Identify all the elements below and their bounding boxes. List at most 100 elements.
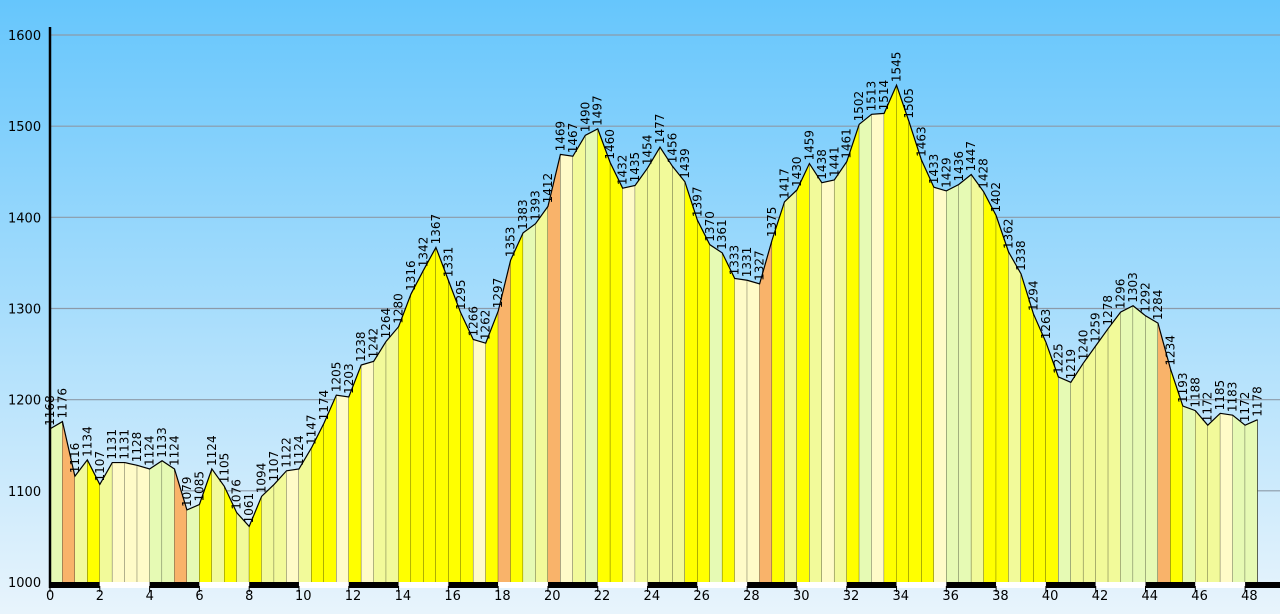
profile-segments bbox=[50, 85, 1258, 583]
elevation-label: 1316 bbox=[404, 260, 418, 291]
elevation-label: 1430 bbox=[790, 156, 804, 187]
x-tick-label: 40 bbox=[1042, 589, 1059, 604]
y-tick-label: 1300 bbox=[8, 303, 41, 318]
x-tick-label: 10 bbox=[295, 589, 312, 604]
profile-segment bbox=[747, 280, 760, 582]
profile-segment bbox=[1058, 376, 1071, 582]
elevation-label: 1433 bbox=[927, 154, 941, 185]
profile-segment bbox=[224, 486, 237, 582]
distance-bar-block bbox=[448, 582, 499, 588]
elevation-label: 1203 bbox=[342, 363, 356, 394]
elevation-label: 1402 bbox=[989, 182, 1003, 213]
profile-segment bbox=[821, 179, 835, 582]
elevation-label: 1147 bbox=[304, 414, 318, 445]
elevation-label: 1412 bbox=[541, 173, 555, 204]
profile-segment bbox=[1220, 413, 1233, 582]
elevation-label: 1133 bbox=[155, 427, 169, 458]
elevation-label: 1168 bbox=[43, 395, 57, 426]
elevation-label: 1124 bbox=[167, 435, 181, 466]
elevation-label: 1435 bbox=[628, 152, 642, 183]
elevation-label: 1447 bbox=[964, 141, 978, 172]
profile-segment bbox=[871, 113, 885, 583]
elevation-label: 1292 bbox=[1139, 282, 1153, 313]
elevation-label: 1183 bbox=[1226, 382, 1240, 413]
profile-segment bbox=[772, 201, 785, 582]
elevation-label: 1280 bbox=[392, 293, 406, 324]
y-tick-label: 1500 bbox=[8, 120, 41, 135]
elevation-label: 1459 bbox=[802, 130, 816, 161]
x-tick-label: 30 bbox=[793, 589, 810, 604]
profile-segment bbox=[971, 174, 984, 583]
elevation-label: 1259 bbox=[1089, 312, 1103, 343]
profile-segment bbox=[498, 260, 511, 582]
profile-segment bbox=[448, 280, 461, 582]
elevation-label: 1514 bbox=[877, 80, 891, 111]
elevation-label: 1432 bbox=[616, 155, 630, 186]
x-tick-label: 12 bbox=[345, 589, 362, 604]
distance-bar-block bbox=[597, 582, 648, 588]
profile-segment bbox=[311, 423, 324, 582]
x-tick-label: 44 bbox=[1142, 589, 1159, 604]
profile-segment bbox=[137, 465, 150, 582]
x-tick-label: 48 bbox=[1241, 589, 1258, 604]
distance-bar-block bbox=[946, 582, 997, 588]
elevation-label: 1456 bbox=[665, 133, 679, 164]
profile-segment bbox=[162, 460, 175, 582]
elevation-label: 1477 bbox=[653, 114, 667, 145]
profile-segment bbox=[684, 181, 698, 583]
distance-bar-block bbox=[348, 582, 399, 588]
profile-segment bbox=[99, 462, 113, 582]
profile-segment bbox=[697, 220, 710, 582]
elevation-label: 1296 bbox=[1114, 279, 1128, 310]
profile-segment bbox=[74, 459, 88, 582]
profile-segment bbox=[323, 395, 337, 582]
elevation-label: 1297 bbox=[491, 278, 505, 309]
profile-segment bbox=[50, 421, 63, 582]
profile-segment bbox=[386, 326, 399, 582]
profile-segment bbox=[809, 163, 822, 583]
elevation-label: 1460 bbox=[603, 129, 617, 160]
elevation-label: 1225 bbox=[1051, 343, 1065, 374]
y-tick-label: 1000 bbox=[8, 576, 41, 591]
profile-segment bbox=[983, 191, 997, 582]
elevation-label: 1105 bbox=[217, 453, 231, 484]
elevation-label: 1505 bbox=[902, 88, 916, 119]
profile-segment bbox=[859, 114, 872, 582]
elevation-label: 1438 bbox=[815, 149, 829, 180]
x-tick-label: 24 bbox=[644, 589, 661, 604]
elevation-label: 1439 bbox=[678, 148, 692, 179]
elevation-label: 1085 bbox=[192, 471, 206, 502]
profile-segment bbox=[622, 185, 636, 583]
elevation-label: 1367 bbox=[429, 214, 443, 245]
x-tick-label: 20 bbox=[544, 589, 561, 604]
profile-segment bbox=[124, 462, 138, 582]
profile-segment bbox=[660, 147, 673, 582]
distance-bar-block bbox=[996, 582, 1046, 588]
elevation-label: 1176 bbox=[55, 388, 69, 419]
profile-segment bbox=[473, 339, 486, 582]
profile-segment bbox=[647, 147, 660, 582]
profile-segment bbox=[1157, 323, 1171, 582]
profile-segment bbox=[597, 128, 611, 582]
elevation-data-labels: 1168117611161134110711311131112811241133… bbox=[43, 52, 1265, 524]
elevation-label: 1284 bbox=[1151, 290, 1165, 321]
elevation-label: 1079 bbox=[180, 476, 194, 507]
elevation-label: 1513 bbox=[865, 81, 879, 112]
elevation-label: 1436 bbox=[952, 151, 966, 182]
elevation-label: 1174 bbox=[317, 390, 331, 421]
profile-segment bbox=[1008, 251, 1022, 582]
distance-bar-block bbox=[249, 582, 299, 588]
axes bbox=[48, 27, 1280, 588]
elevation-label: 1131 bbox=[118, 429, 132, 460]
distance-bar-block bbox=[1245, 582, 1280, 588]
profile-segment bbox=[336, 395, 349, 582]
x-tick-label: 42 bbox=[1092, 589, 1109, 604]
elevation-label: 1124 bbox=[292, 435, 306, 466]
x-tick-label: 16 bbox=[444, 589, 461, 604]
distance-bar-block bbox=[647, 582, 698, 588]
profile-segment bbox=[946, 184, 959, 582]
profile-segment bbox=[1207, 413, 1221, 582]
elevation-label: 1331 bbox=[740, 247, 754, 278]
